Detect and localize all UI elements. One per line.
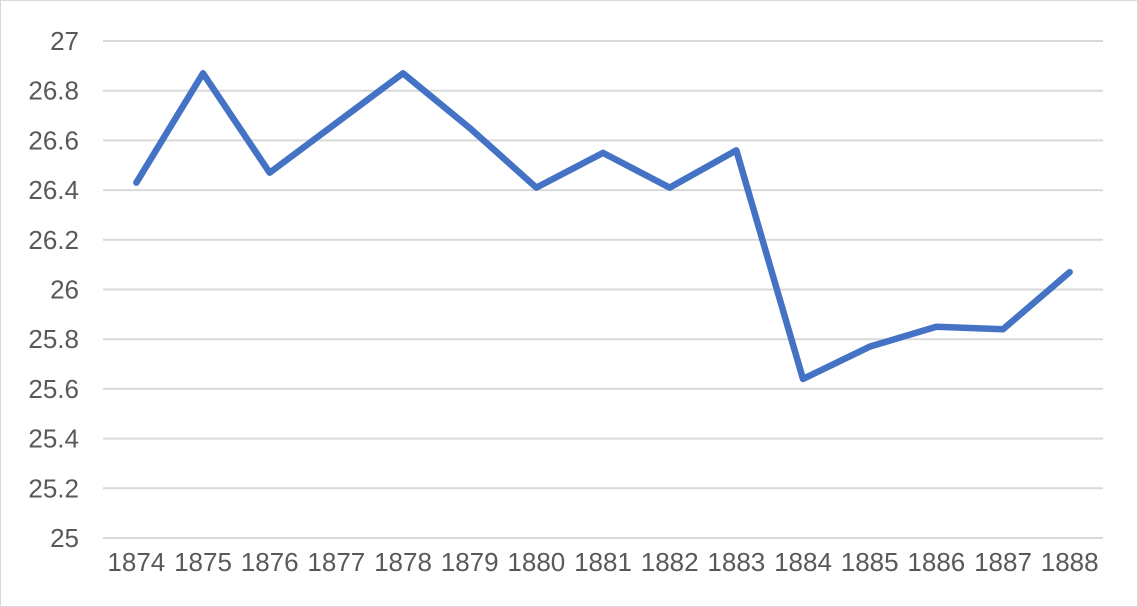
x-tick-label: 1881 [574, 547, 632, 577]
data-point [733, 147, 739, 153]
data-point [400, 70, 406, 76]
x-tick-label: 1887 [974, 547, 1032, 577]
x-tick-label: 1874 [107, 547, 165, 577]
data-point [600, 150, 606, 156]
y-tick-label: 26.2 [28, 225, 79, 255]
x-tick-label: 1876 [241, 547, 299, 577]
x-tick-label: 1877 [307, 547, 365, 577]
y-tick-label: 25.4 [28, 424, 79, 454]
data-point [333, 120, 339, 126]
x-tick-label: 1885 [841, 547, 899, 577]
x-tick-label: 1884 [774, 547, 832, 577]
data-point [467, 125, 473, 131]
x-tick-label: 1879 [441, 547, 499, 577]
x-tick-label: 1882 [641, 547, 699, 577]
data-point [667, 185, 673, 191]
series-line [133, 70, 1073, 383]
x-tick-label: 1878 [374, 547, 432, 577]
data-point [800, 376, 806, 382]
y-tick-label: 27 [50, 26, 79, 56]
y-tick-label: 25 [50, 523, 79, 553]
y-tick-label: 25.2 [28, 473, 79, 503]
y-tick-label: 25.6 [28, 374, 79, 404]
data-point [267, 170, 273, 176]
x-tick-label: 1875 [174, 547, 232, 577]
data-point [867, 344, 873, 350]
y-tick-label: 26 [50, 275, 79, 305]
x-tick-label: 1883 [707, 547, 765, 577]
x-tick-label: 1880 [507, 547, 565, 577]
x-tick-label: 1886 [907, 547, 965, 577]
data-point [1000, 326, 1006, 332]
data-point [133, 180, 139, 186]
data-point [200, 70, 206, 76]
y-tick-label: 25.8 [28, 324, 79, 354]
y-tick-label: 26.6 [28, 125, 79, 155]
x-tick-label: 1888 [1041, 547, 1099, 577]
y-tick-label: 26.4 [28, 175, 79, 205]
data-point [1067, 269, 1073, 275]
data-point [933, 324, 939, 330]
data-point [533, 185, 539, 191]
y-tick-label: 26.8 [28, 76, 79, 106]
